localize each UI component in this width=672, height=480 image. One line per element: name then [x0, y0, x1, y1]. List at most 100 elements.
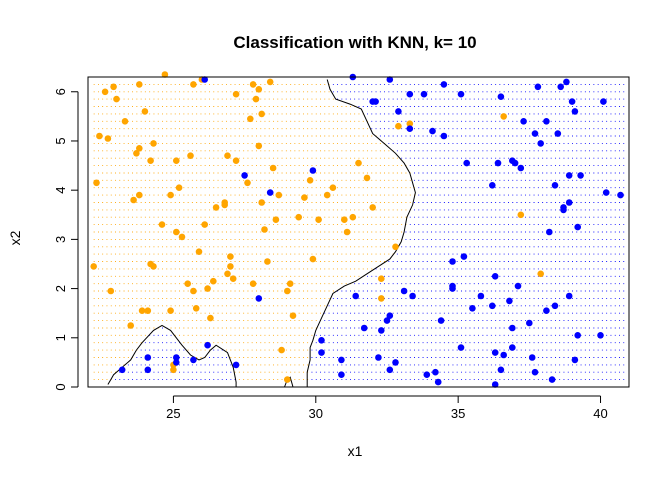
point-series1-3 [96, 132, 103, 140]
point-series2-56 [491, 349, 499, 356]
y-tick-label: 5 [53, 137, 68, 144]
point-series1-2 [93, 179, 100, 187]
point-series1-63 [261, 226, 268, 233]
point-series1-94 [537, 270, 544, 278]
point-series2-26 [386, 312, 394, 320]
point-series2-81 [554, 130, 562, 137]
point-series1-70 [284, 287, 291, 295]
point-series2-90 [571, 108, 579, 115]
point-series2-68 [520, 118, 527, 125]
point-series1-43 [210, 277, 217, 285]
y-tick-label: 1 [53, 334, 68, 341]
point-series1-44 [212, 204, 220, 211]
point-series1-83 [349, 213, 357, 221]
point-series2-12 [266, 189, 274, 196]
point-series1-11 [130, 196, 137, 204]
point-series1-77 [309, 255, 317, 263]
point-series2-2 [144, 354, 152, 361]
point-series1-65 [266, 78, 274, 86]
point-series2-48 [460, 253, 468, 260]
point-series2-95 [597, 332, 604, 339]
point-series2-45 [449, 258, 456, 265]
x-tick-label: 35 [451, 406, 465, 421]
point-series1-72 [286, 280, 294, 288]
point-series1-54 [244, 179, 251, 187]
point-series2-78 [548, 376, 556, 383]
x-axis-label: x1 [348, 443, 363, 459]
plot-frame [87, 76, 630, 388]
point-series1-8 [113, 95, 120, 103]
decision-region-grid [93, 83, 625, 388]
point-series2-7 [201, 76, 208, 83]
point-series2-54 [491, 273, 499, 280]
point-series2-59 [497, 366, 505, 374]
point-series2-3 [144, 366, 152, 374]
point-series2-37 [429, 127, 436, 135]
point-series2-33 [406, 90, 414, 98]
point-series2-88 [565, 199, 573, 206]
point-series2-66 [514, 282, 522, 290]
point-series1-36 [190, 81, 197, 88]
point-series2-91 [571, 356, 579, 364]
point-series1-10 [127, 322, 134, 329]
point-series2-1 [118, 366, 126, 374]
point-series1-4 [101, 88, 109, 96]
point-series2-73 [534, 83, 542, 91]
boundary-segment-1 [107, 324, 237, 387]
point-series2-14 [318, 349, 325, 356]
point-series2-15 [318, 337, 325, 344]
point-series2-29 [392, 359, 399, 366]
orange-region-dots [93, 83, 415, 388]
point-series1-24 [161, 71, 169, 78]
point-series1-68 [275, 191, 283, 199]
point-series1-61 [258, 199, 266, 206]
point-series2-82 [557, 83, 564, 91]
point-series2-23 [375, 354, 382, 361]
point-series1-58 [252, 95, 260, 103]
point-series2-9 [232, 361, 240, 369]
point-series1-55 [247, 115, 254, 123]
point-series1-6 [107, 287, 115, 295]
point-series2-70 [528, 354, 536, 361]
point-series1-66 [269, 164, 277, 172]
point-series1-47 [224, 270, 231, 278]
point-series1-52 [232, 90, 240, 98]
point-series1-90 [395, 122, 402, 130]
point-series1-32 [178, 233, 186, 241]
point-series2-57 [494, 159, 502, 167]
point-series1-67 [272, 216, 280, 223]
x-tick-label: 30 [309, 406, 323, 421]
y-tick-label: 0 [53, 383, 68, 390]
point-series1-12 [133, 150, 140, 157]
point-series1-78 [315, 216, 322, 223]
point-series1-14 [136, 81, 143, 88]
x-axis: 25 30 35 40 [166, 395, 608, 421]
point-series2-22 [372, 98, 379, 105]
y-tick-label: 6 [53, 88, 68, 95]
point-series2-39 [434, 378, 442, 386]
point-series2-5 [173, 359, 180, 366]
point-series2-17 [338, 371, 345, 379]
x-tick-label: 40 [593, 406, 607, 421]
point-series1-31 [175, 184, 183, 191]
point-series2-50 [469, 305, 476, 312]
point-series2-58 [497, 93, 505, 100]
point-series2-96 [600, 98, 607, 105]
point-series1-84 [355, 159, 362, 167]
point-series1-86 [369, 204, 377, 211]
point-series1-7 [110, 83, 117, 91]
y-axis: 0 1 2 3 4 5 6 [53, 88, 79, 391]
point-series1-48 [224, 152, 231, 159]
point-series1-18 [144, 307, 152, 315]
point-series2-28 [386, 366, 394, 374]
point-series1-82 [343, 228, 351, 236]
point-series2-87 [565, 172, 573, 179]
point-series1-59 [255, 86, 263, 93]
point-series2-80 [551, 182, 559, 189]
point-series2-20 [360, 324, 368, 332]
point-series2-53 [489, 182, 496, 189]
chart-title: Classification with KNN, k= 10 [233, 33, 476, 52]
point-series2-13 [309, 167, 317, 174]
data-points [90, 71, 624, 388]
point-series1-79 [323, 191, 331, 199]
